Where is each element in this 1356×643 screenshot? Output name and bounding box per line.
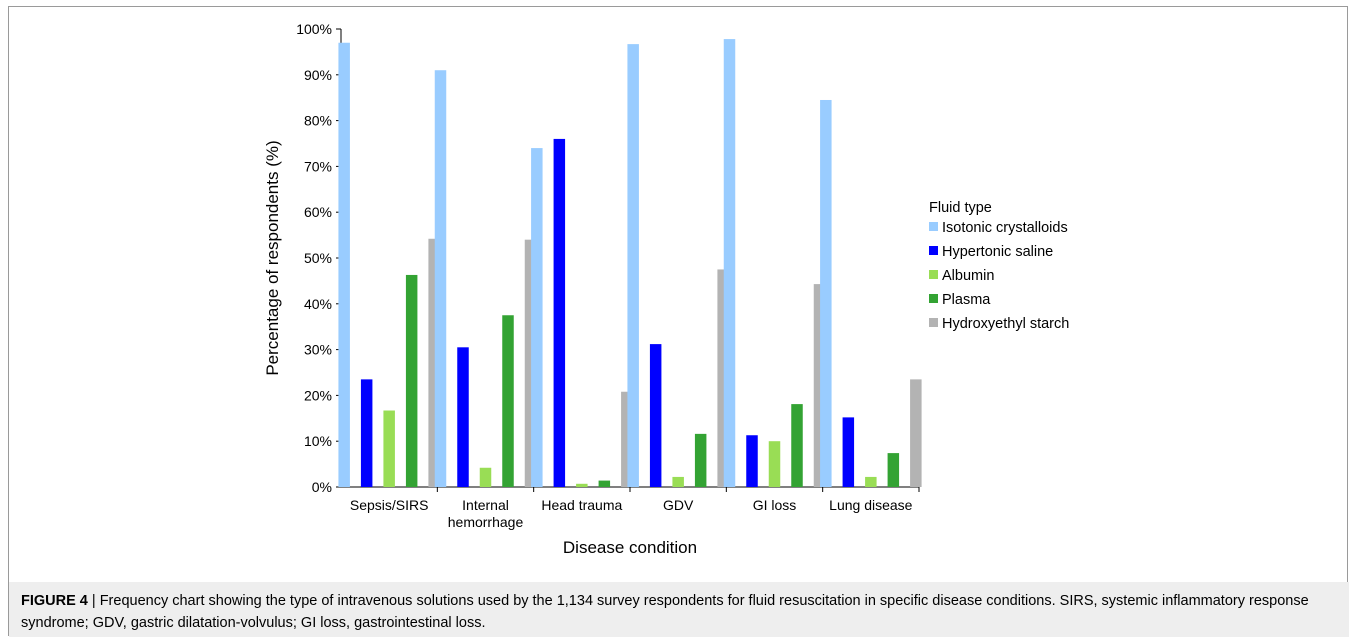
bar [524, 239, 537, 487]
bar [672, 476, 684, 487]
bar [820, 99, 832, 488]
bar [910, 379, 922, 487]
y-tick-label: 0% [312, 479, 332, 495]
x-tick-label: hemorrhage [448, 514, 524, 530]
y-axis-title: Percentage of respondents (%) [263, 140, 282, 375]
bar [360, 379, 373, 487]
bar [576, 483, 588, 487]
legend-title: Fluid type [929, 200, 992, 216]
bar [842, 417, 855, 487]
y-tick-label: 50% [304, 250, 332, 266]
bar [405, 274, 418, 487]
legend-entry: Hypertonic saline [942, 244, 1053, 260]
figure-caption: FIGURE 4 | Frequency chart showing the t… [9, 582, 1349, 637]
bar-chart: 0% 10% 20% 30% 40% 50% 60% 70% 80% 90% 100% Sepsis/… [263, 21, 1069, 557]
legend-entry: Plasma [942, 292, 991, 308]
bar [479, 467, 492, 487]
bar [457, 347, 469, 487]
bar [553, 138, 566, 488]
bar [383, 410, 395, 487]
x-tick-label: GI loss [753, 497, 797, 513]
bar [813, 284, 826, 487]
y-tick-label: 70% [304, 158, 332, 174]
x-axis-title: Disease condition [563, 538, 697, 557]
caption-text: | Frequency chart showing the type of in… [21, 593, 1309, 631]
y-tick-label: 90% [304, 67, 332, 83]
legend-swatch [929, 246, 938, 255]
x-tick-label: Sepsis/SIRS [350, 497, 429, 513]
bar [627, 44, 639, 487]
bar [694, 433, 707, 487]
legend-swatch [929, 294, 938, 303]
bar [887, 453, 900, 487]
bar [865, 476, 877, 487]
legend-swatch [929, 270, 938, 279]
y-tick-label: 10% [304, 433, 332, 449]
bar [434, 70, 447, 487]
legend-entry: Hydroxyethyl starch [942, 316, 1069, 332]
y-tick-label: 60% [304, 204, 332, 220]
bar [768, 441, 781, 487]
bar [428, 238, 440, 487]
bar [746, 435, 758, 487]
y-tick-label: 30% [304, 342, 332, 358]
legend-entry: Isotonic crystalloids [942, 220, 1068, 236]
y-tick-label: 80% [304, 113, 332, 129]
legend-swatch [929, 318, 938, 327]
x-tick-label: Head trauma [541, 497, 622, 513]
legend-swatch [929, 222, 938, 231]
bar [649, 344, 662, 487]
bar [598, 480, 611, 487]
bar [717, 269, 729, 487]
figure-frame: 0% 10% 20% 30% 40% 50% 60% 70% 80% 90% 100% Sepsis/… [8, 6, 1349, 637]
y-tick-label: 40% [304, 296, 332, 312]
x-tick-label: Lung disease [829, 497, 913, 513]
x-tick-label: Internal [462, 497, 509, 513]
bar [531, 148, 543, 487]
bar [338, 42, 350, 488]
bar [723, 39, 736, 488]
caption-label: FIGURE 4 [21, 593, 88, 609]
y-tick-label: 20% [304, 387, 332, 403]
bar [621, 391, 633, 487]
y-tick-label: 100% [296, 21, 332, 37]
bar [502, 315, 514, 487]
x-tick-label: GDV [663, 497, 694, 513]
legend-entry: Albumin [942, 268, 994, 284]
bar [791, 404, 803, 487]
